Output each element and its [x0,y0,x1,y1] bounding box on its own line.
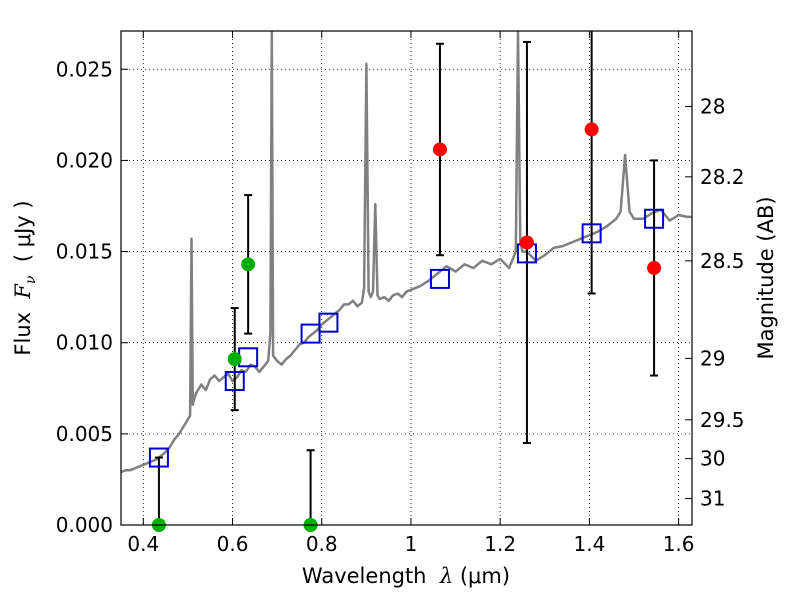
y-tick-label: 0.000 [56,513,113,537]
model-point [318,312,339,333]
y-tick-label: 0.015 [56,240,113,264]
model-series [148,208,665,468]
top-mask [0,0,800,31]
model-point [148,447,169,468]
axes-frame [0,0,800,526]
model-point [224,370,245,391]
grid [121,31,692,526]
model-point [238,347,259,368]
y-tick-label: 0.020 [56,148,113,172]
y-tick-label: 0.005 [56,422,113,446]
errorbars [154,31,659,525]
spectrum-series [120,29,692,474]
ticks: 0.4 0.6 0.8 1 1.2 1.4 1.6 0.000 0.005 0.010 0.015 0… [56,31,745,556]
optical-data-point [241,257,256,272]
plot-frame [120,30,693,526]
y2-axis-label: Magnitude (AB) [754,196,778,359]
y2-tick-label: 31 [700,487,725,511]
nir-data-point [647,260,662,275]
model-point [581,223,602,244]
x-tick-label: 1 [405,532,418,556]
y-axis-label: Flux Fν ( μJy ) [11,200,39,355]
y-tick-label: 0.025 [56,57,113,81]
nir-data-point [584,122,599,137]
x-tick-label: 1.2 [484,532,516,556]
x-tick-label: 0.6 [217,532,249,556]
model-point [429,268,450,289]
x-tick-label: 1.6 [663,532,695,556]
y-tick-label: 0.010 [56,331,113,355]
x-tick-label: 1.4 [573,532,605,556]
x-axis-label: Wavelength λ (μm) [302,564,510,588]
photometry-series [151,122,662,532]
y2-tick-label: 28.2 [700,165,745,189]
model-point [300,323,321,344]
y2-tick-label: 30 [700,447,725,471]
y2-tick-label: 28 [700,94,725,118]
y2-tick-label: 28.5 [700,249,745,273]
optical-data-point [227,352,242,367]
x-tick-label: 0.8 [306,532,338,556]
y2-tick-label: 29 [700,346,725,370]
nir-data-point [432,142,447,157]
spectrum-line [120,29,692,474]
model-point [644,208,665,229]
y2-tick-label: 29.5 [700,408,745,432]
x-tick-label: 0.4 [127,532,159,556]
nir-data-point [519,235,534,250]
